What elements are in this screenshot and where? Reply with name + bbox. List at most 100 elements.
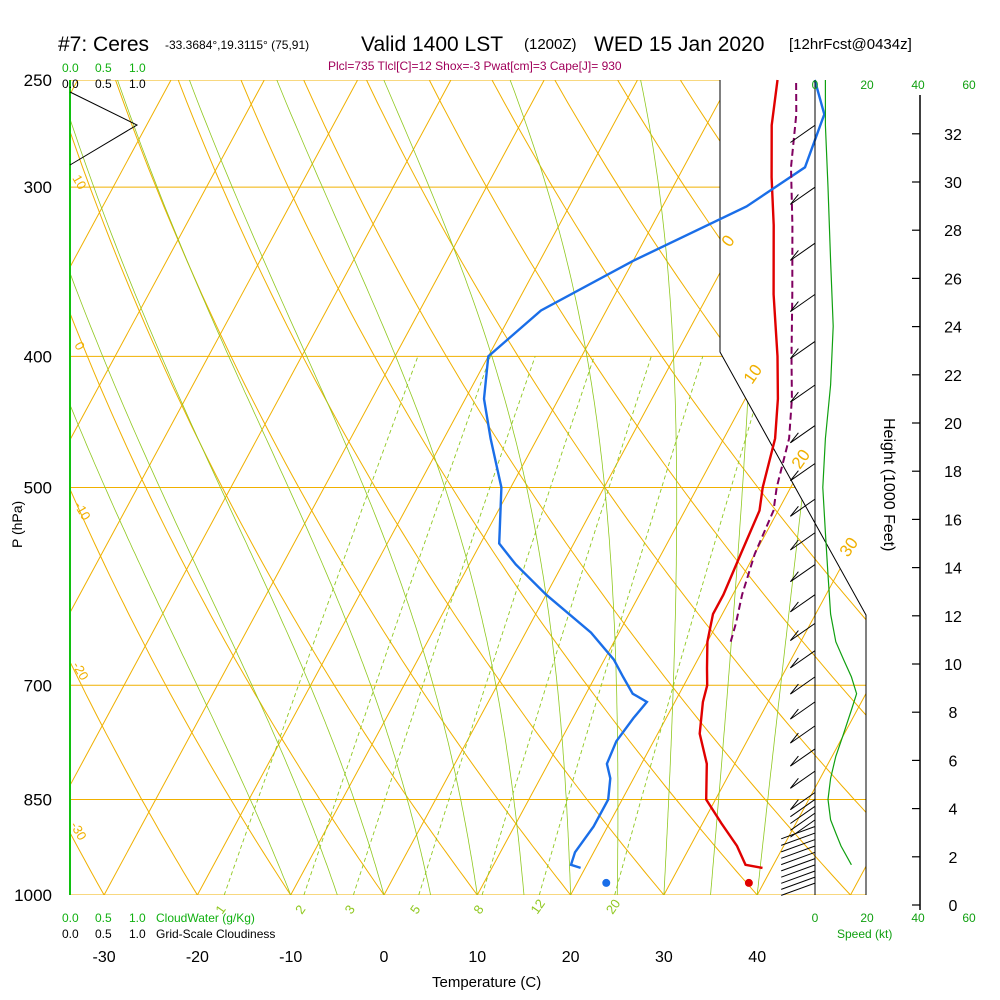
height-tick-label: 26 (944, 271, 962, 288)
cloudwater-bottom-0: 0.0 (62, 911, 79, 925)
moist-adiabat-line (373, 80, 571, 895)
background-lines (0, 56, 1000, 895)
wind-barb (781, 858, 816, 872)
speed-bottom-tick: 0 (812, 911, 819, 925)
mixing-ratio-label: 2 (292, 902, 308, 917)
moist-adiabat-line (180, 80, 478, 895)
mixing-ratio-label: 3 (342, 902, 358, 917)
dry-adiabat-line (106, 80, 571, 895)
dry-adiabat-line (976, 56, 1000, 895)
height-tick-label: 20 (944, 416, 962, 433)
wind-barb (790, 725, 816, 744)
wind-barb-flag (790, 432, 799, 444)
height-tick-label: 24 (944, 320, 962, 337)
pressure-tick-label: 500 (24, 479, 52, 498)
moist-adiabat-line (70, 80, 385, 895)
dewpoint-line (482, 79, 826, 870)
wind-barb-flag (790, 732, 799, 744)
height-tick-label: 10 (944, 657, 962, 674)
dry-adiabat-line (540, 80, 866, 895)
isotherm-label-left: 10 (69, 172, 89, 192)
temp-tick-label: -30 (93, 949, 116, 966)
wind-barb (790, 594, 816, 613)
wind-barb-flag (790, 755, 799, 767)
wind-barb (790, 293, 816, 313)
dry-adiabat-line (0, 56, 11, 895)
wind-barb-flag (790, 539, 799, 551)
height-tick-label: 4 (949, 802, 958, 819)
speed-label: Speed (kt) (837, 927, 892, 941)
temp-tick-label: -10 (279, 949, 302, 966)
wind-barb (790, 650, 816, 669)
isotherm-line (70, 80, 359, 895)
mixing-ratio-line (352, 356, 536, 895)
height-axis-label: Height (1000 Feet) (880, 418, 897, 551)
forecast-info: [12hrFcst@0434z] (789, 36, 912, 53)
wind-barb-flag (790, 194, 799, 205)
temp-tick-label: 40 (748, 949, 766, 966)
wind-barb (790, 242, 816, 261)
wind-barb (790, 799, 816, 818)
wind-barb (790, 341, 816, 360)
mixing-ratio-label: 8 (470, 902, 486, 917)
wind-barb-flag (790, 601, 799, 613)
cloudiness-profile (69, 91, 139, 166)
height-tick-label: 28 (944, 223, 962, 240)
speed-bottom-tick: 20 (860, 911, 874, 925)
wind-barb-flag (790, 657, 799, 669)
surface-temp-marker (744, 878, 753, 887)
dry-adiabat-line (70, 80, 385, 895)
height-tick-label: 2 (949, 850, 958, 867)
dry-adiabat-line (602, 80, 866, 895)
isotherm-label-right: 20 (788, 446, 814, 472)
mixing-ratio-label: 5 (407, 902, 423, 917)
isotherm-line (663, 80, 866, 895)
valid-time: Valid 1400 LST (361, 33, 503, 56)
dry-adiabat-line (354, 80, 866, 895)
wind-speed-profile (822, 80, 858, 866)
cloudiness-bottom-05: 0.5 (95, 927, 112, 941)
wind-barb-flag (790, 301, 799, 312)
y-axis-label: P (hPa) (9, 501, 25, 548)
valid-date: WED 15 Jan 2020 (594, 33, 764, 56)
wind-barb-flag (790, 777, 799, 789)
cloudwater-label: CloudWater (g/Kg) (156, 911, 255, 925)
height-tick-label: 6 (949, 753, 958, 770)
height-tick-label: 18 (944, 464, 962, 481)
speed-bottom-tick: 40 (911, 911, 925, 925)
speed-top-tick: 20 (860, 78, 874, 92)
cloudwater-bottom-05: 0.5 (95, 911, 112, 925)
surface-dewpoint-marker (602, 878, 611, 887)
wind-barb (790, 701, 816, 720)
height-tick-label: 32 (944, 127, 962, 144)
height-tick-label: 22 (944, 368, 962, 385)
isotherm-line (850, 80, 866, 895)
wind-barb-flag (790, 683, 799, 695)
wind-barb (790, 186, 816, 205)
parcel-line (729, 79, 798, 642)
wind-barb-flag (790, 348, 799, 359)
dry-adiabat-line (851, 80, 866, 895)
height-tick-label: 16 (944, 512, 962, 529)
wind-barb (781, 851, 816, 866)
temp-tick-label: 20 (562, 949, 580, 966)
station-coords: -33.3684°,19.3115° (75,91) (165, 38, 309, 52)
speed-panel: 0 20 40 600 20 40 60 (812, 78, 976, 925)
cloudwater-top-05: 0.5 (95, 61, 112, 75)
dry-adiabat-line (416, 80, 866, 895)
pressure-tick-label: 1000 (14, 886, 52, 905)
cloudiness-label: Grid-Scale Cloudiness (156, 927, 275, 941)
isotherm-line (756, 80, 866, 895)
pressure-tick-label: 850 (24, 790, 52, 809)
dry-adiabat-line (230, 80, 758, 895)
wind-barb (790, 805, 816, 824)
isotherm-line (103, 80, 545, 895)
mixing-ratio-line (614, 356, 771, 895)
cloudiness-bottom-1: 1.0 (129, 927, 146, 941)
wind-barb (781, 832, 816, 846)
wind-barb-flag (790, 505, 799, 517)
isotherm-line (290, 80, 732, 895)
wind-barb-flag (790, 708, 799, 720)
moist-adiabat-line (635, 80, 678, 895)
